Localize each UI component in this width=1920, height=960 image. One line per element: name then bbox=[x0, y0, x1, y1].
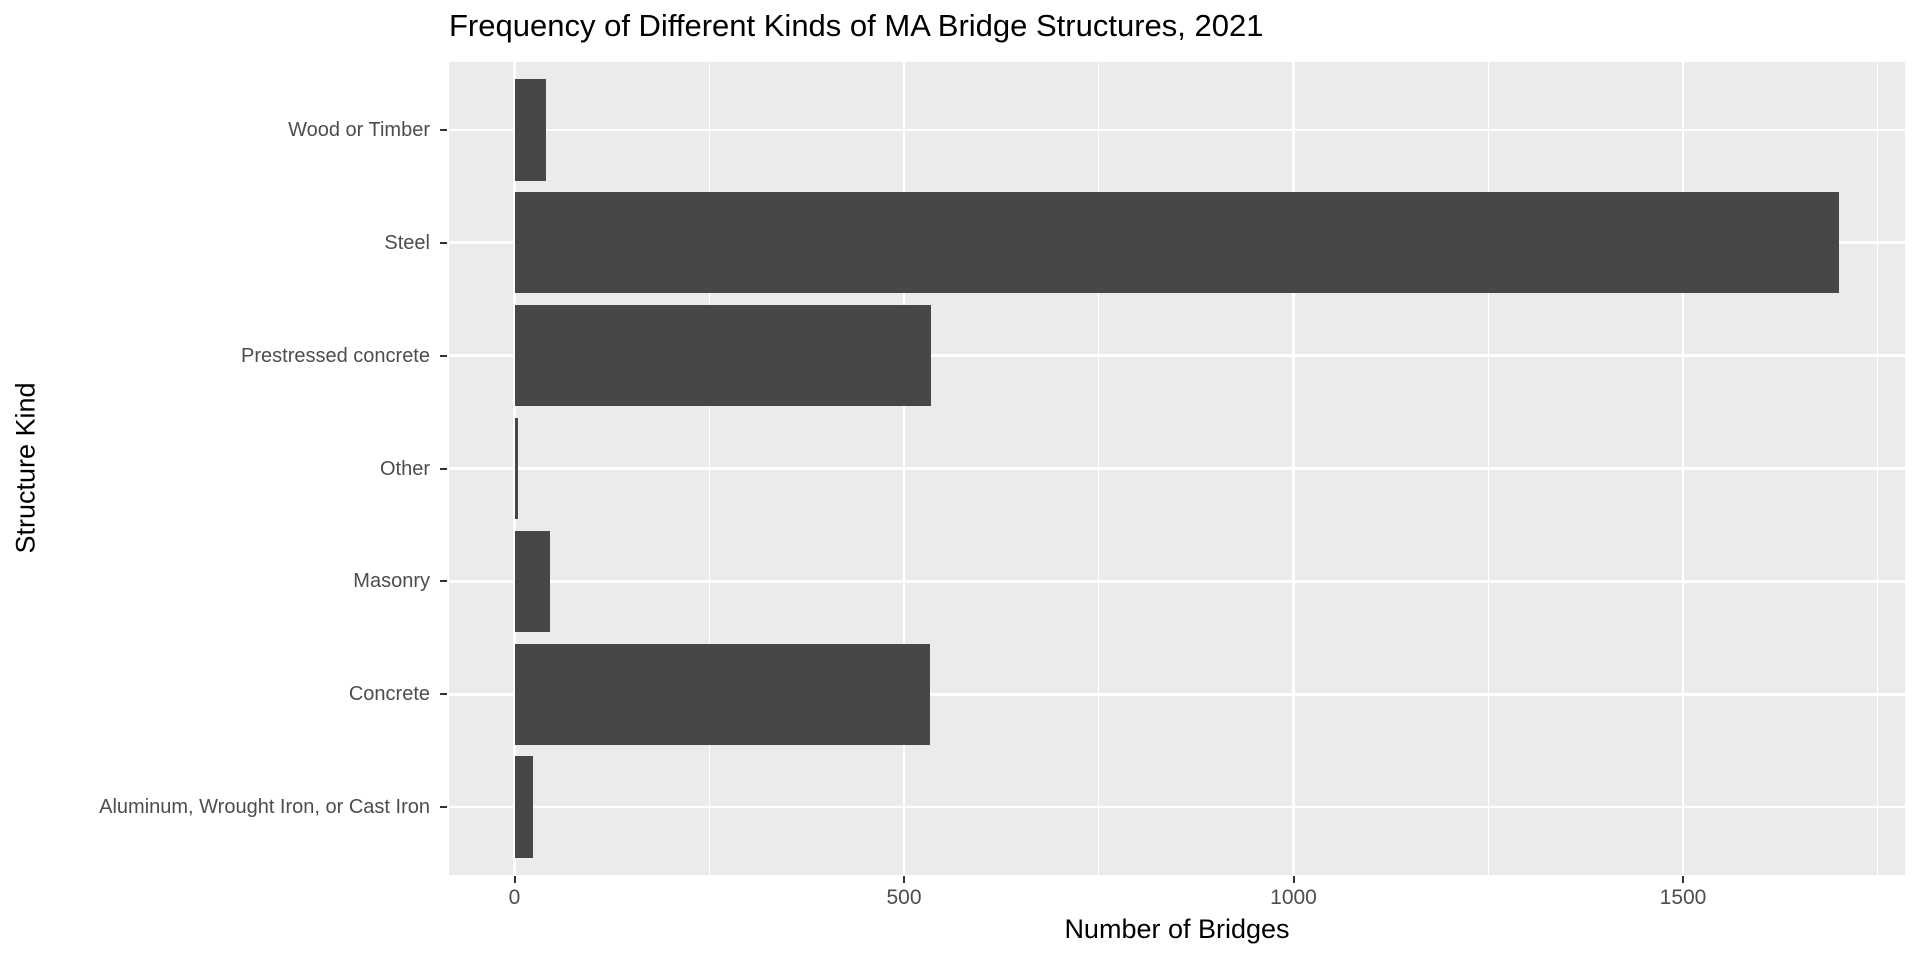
bar bbox=[514, 643, 930, 746]
bar bbox=[514, 756, 534, 859]
bar bbox=[514, 417, 518, 520]
bar bbox=[514, 191, 1839, 294]
major-gridline-horizontal bbox=[449, 128, 1905, 131]
y-axis-tick bbox=[440, 580, 447, 583]
major-gridline-horizontal bbox=[449, 354, 1905, 357]
x-tick-label: 500 bbox=[886, 886, 922, 909]
x-axis-tick bbox=[1292, 876, 1295, 883]
y-tick-label: Steel bbox=[384, 231, 430, 254]
major-gridline-horizontal bbox=[449, 806, 1905, 809]
bar bbox=[514, 530, 550, 633]
y-tick-label: Other bbox=[379, 457, 430, 480]
x-axis-title: Number of Bridges bbox=[1064, 914, 1290, 944]
x-tick-label: 1500 bbox=[1659, 886, 1707, 909]
chart-title: Frequency of Different Kinds of MA Bridg… bbox=[449, 8, 1264, 43]
major-gridline-horizontal bbox=[449, 467, 1905, 470]
x-axis-tick bbox=[513, 876, 516, 883]
y-tick-label: Concrete bbox=[348, 683, 430, 706]
x-axis-tick bbox=[903, 876, 905, 883]
bar bbox=[514, 78, 546, 181]
major-gridline-horizontal bbox=[449, 580, 1905, 583]
y-axis-tick bbox=[440, 806, 447, 809]
y-axis-title: Structure Kind bbox=[10, 382, 41, 554]
y-axis-tick bbox=[440, 354, 447, 357]
y-axis-tick bbox=[440, 241, 447, 244]
y-tick-label: Wood or Timber bbox=[288, 118, 430, 141]
major-gridline-horizontal bbox=[449, 693, 1905, 696]
y-axis-tick bbox=[440, 467, 447, 470]
x-tick-label: 0 bbox=[508, 886, 521, 909]
y-tick-label: Aluminum, Wrought Iron, or Cast Iron bbox=[99, 796, 430, 819]
y-axis-tick bbox=[440, 693, 447, 696]
y-axis-tick bbox=[440, 128, 447, 131]
x-tick-label: 1000 bbox=[1270, 886, 1317, 909]
y-tick-label: Masonry bbox=[353, 570, 430, 593]
y-tick-label: Prestressed concrete bbox=[241, 344, 430, 367]
bar bbox=[514, 304, 932, 407]
x-axis-tick bbox=[1682, 876, 1684, 883]
plot-panel bbox=[449, 62, 1905, 875]
